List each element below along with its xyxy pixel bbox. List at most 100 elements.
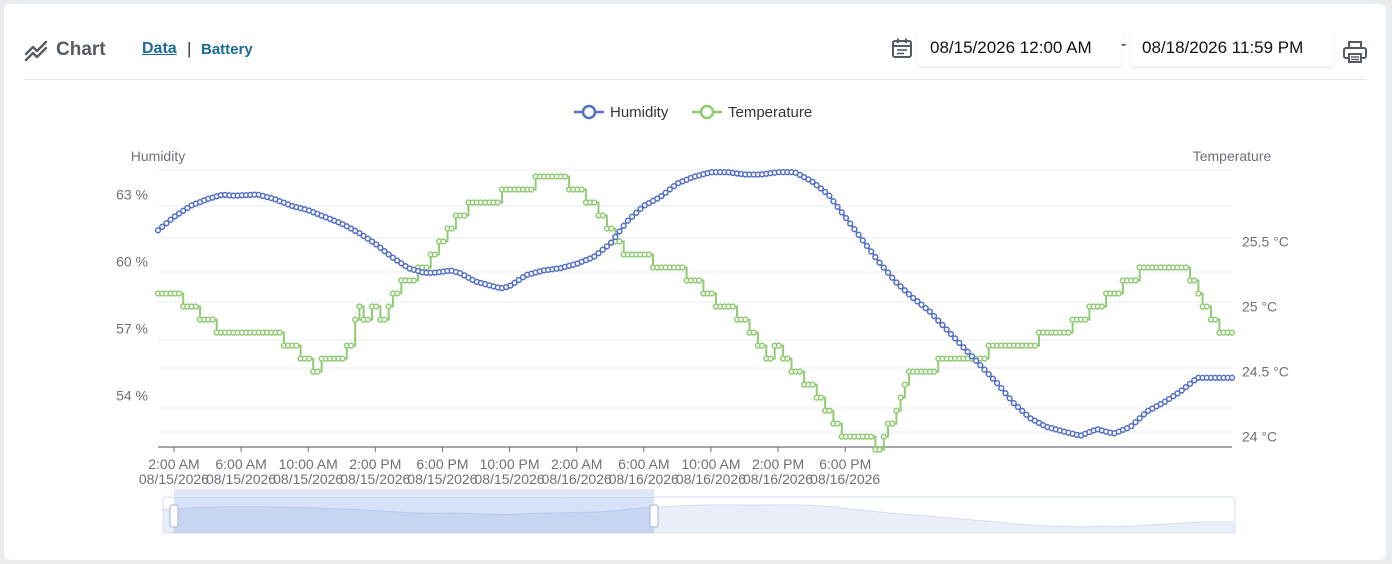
humidity-point — [385, 251, 392, 258]
humidity-point — [1136, 415, 1143, 422]
humidity-point — [893, 279, 900, 286]
temperature-point — [599, 212, 606, 219]
chart-legend: Humidity Temperature — [574, 104, 812, 121]
temperature-point — [616, 238, 623, 245]
temperature-point — [876, 446, 883, 453]
temperature-point — [868, 433, 875, 440]
y-right-tick-label: 25 °C — [1242, 299, 1277, 315]
humidity-point — [356, 229, 363, 237]
date-range-separator: - — [1121, 36, 1127, 53]
x-tick-label-time: 2:00 PM — [349, 456, 401, 472]
humidity-point — [951, 335, 959, 342]
x-tick-label-time: 6:00 PM — [819, 456, 871, 472]
humidity-point — [868, 248, 875, 255]
x-tick-label-time: 6:00 AM — [618, 456, 669, 472]
humidity-point — [817, 185, 825, 192]
humidity-point — [968, 353, 976, 360]
humidity-point — [1010, 399, 1017, 407]
tab-separator: | — [187, 39, 192, 58]
x-tick-label-time: 10:00 AM — [681, 456, 740, 472]
zoom-move-handle — [174, 489, 654, 496]
humidity-point — [821, 188, 829, 196]
temperature-point — [696, 277, 703, 284]
humidity-point — [1019, 407, 1026, 415]
temperature-point — [591, 199, 598, 206]
humidity-point — [511, 279, 518, 286]
temperature-point — [1098, 303, 1106, 310]
temperature-point — [930, 368, 938, 375]
line-chart-icon — [24, 40, 48, 62]
temperature-point — [440, 238, 447, 245]
humidity-point — [826, 192, 833, 199]
temperature-point — [431, 251, 439, 258]
humidity-point — [918, 301, 925, 308]
humidity-point — [939, 321, 946, 329]
humidity-point — [364, 235, 371, 242]
humidity-point — [947, 330, 955, 338]
end-date-input[interactable]: 08/18/2026 11:59 PM — [1130, 30, 1334, 66]
temperature-point — [826, 407, 833, 414]
x-tick-label-date: 08/16/2026 — [676, 471, 746, 487]
humidity-point — [981, 366, 988, 373]
humidity-point — [1014, 403, 1022, 411]
humidity-point — [897, 283, 904, 290]
humidity-point — [180, 207, 187, 214]
humidity-point — [381, 247, 388, 255]
calendar-icon[interactable] — [891, 37, 913, 59]
temperature-point — [423, 264, 430, 271]
temperature-point — [834, 420, 841, 427]
humidity-point — [872, 253, 879, 261]
legend-marker-temperature — [699, 104, 715, 120]
temperature-point — [209, 316, 216, 323]
temperature-point — [364, 316, 371, 323]
temperature-point — [809, 381, 816, 388]
humidity-point — [989, 375, 997, 382]
humidity-point — [1186, 380, 1194, 387]
humidity-point — [389, 254, 397, 261]
humidity-point — [930, 312, 938, 320]
humidity-point — [612, 233, 619, 241]
tab-data[interactable]: Data — [142, 40, 177, 57]
humidity-point — [628, 213, 636, 220]
temperature-point — [494, 199, 501, 206]
humidity-point — [373, 241, 380, 248]
temperature-point — [276, 329, 283, 336]
zoom-handle-start[interactable] — [169, 504, 179, 528]
humidity-point — [956, 339, 963, 347]
x-tick-label-time: 10:00 PM — [480, 456, 540, 472]
y-right-tick-label: 24.5 °C — [1242, 364, 1289, 380]
humidity-point — [863, 242, 871, 250]
humidity-point — [666, 186, 673, 193]
start-date-input[interactable]: 08/15/2026 12:00 AM — [918, 30, 1122, 66]
zoom-handle-end[interactable] — [649, 504, 659, 528]
temperature-point — [381, 316, 388, 323]
humidity-point — [1191, 377, 1198, 384]
humidity-point — [847, 220, 854, 227]
humidity-point — [377, 244, 384, 251]
temperature-point — [1212, 316, 1219, 323]
humidity-point — [876, 259, 883, 266]
x-tick-label-date: 08/15/2026 — [475, 471, 545, 487]
temperature-point — [1191, 277, 1198, 284]
tab-battery[interactable]: Battery — [201, 41, 253, 58]
humidity-point — [993, 380, 1001, 387]
temperature-point — [385, 303, 392, 310]
y-right-tick-label: 25.5 °C — [1242, 234, 1289, 250]
humidity-point — [360, 232, 367, 240]
humidity-point — [616, 228, 623, 235]
humidity-point — [1174, 390, 1181, 397]
temperature-point — [410, 277, 418, 284]
legend-label-humidity: Humidity — [610, 104, 669, 121]
x-tick-label-date: 08/15/2026 — [139, 471, 209, 487]
print-icon[interactable] — [1342, 40, 1368, 64]
humidity-point — [842, 214, 850, 222]
humidity-point — [1228, 374, 1236, 381]
humidity-point — [1002, 390, 1009, 397]
temperature-point — [679, 264, 686, 271]
temperature-point — [314, 368, 321, 375]
temperature-point — [901, 381, 908, 388]
humidity-point — [972, 357, 980, 364]
y-left-axis: 54 % 57 % 60 % 63 % — [116, 187, 148, 404]
humidity-point — [637, 205, 644, 213]
